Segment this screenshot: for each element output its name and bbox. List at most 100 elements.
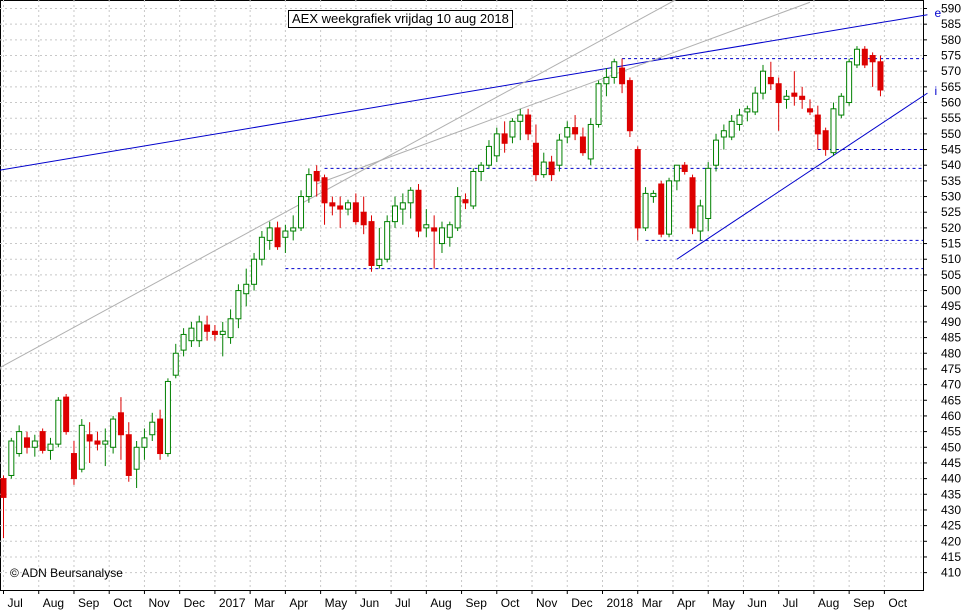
- chart-title: AEX weekgrafiek vrijdag 10 aug 2018: [288, 10, 513, 28]
- candle: [744, 105, 751, 122]
- y-tick-label: 590: [941, 2, 961, 16]
- x-tick-label: Dec: [571, 596, 592, 610]
- candle: [219, 321, 226, 357]
- candle-body: [619, 67, 626, 85]
- candle-body: [321, 177, 328, 204]
- candle-body: [509, 120, 516, 138]
- candle: [438, 221, 445, 253]
- candle-body: [525, 114, 532, 135]
- candle: [70, 441, 77, 485]
- candle-body: [830, 108, 837, 154]
- candle: [720, 124, 727, 150]
- candle-body: [470, 170, 477, 207]
- candle: [619, 58, 626, 94]
- candle-body: [196, 321, 203, 342]
- candle: [204, 315, 211, 341]
- y-tick-label: 430: [941, 503, 961, 517]
- candle-body: [188, 327, 195, 342]
- candle: [384, 215, 391, 263]
- y-tick-label: 455: [941, 425, 961, 439]
- candle-body: [642, 192, 649, 229]
- x-tick-label: Apr: [289, 596, 308, 610]
- candle: [235, 284, 242, 329]
- candle: [634, 146, 641, 241]
- candle-body: [478, 164, 485, 172]
- y-tick-label: 525: [941, 205, 961, 219]
- candle: [853, 46, 860, 69]
- candle-body: [579, 136, 586, 154]
- candle: [172, 343, 179, 379]
- x-tick-label: Aug: [43, 596, 64, 610]
- candle: [164, 378, 171, 457]
- candle: [673, 164, 680, 191]
- candle: [540, 152, 547, 178]
- candle-body: [180, 333, 187, 351]
- y-tick-label: 585: [941, 17, 961, 31]
- candle-body: [846, 61, 853, 104]
- candle-body: [345, 202, 352, 210]
- candle: [274, 221, 281, 250]
- candle: [423, 209, 430, 238]
- candle-body: [266, 227, 273, 241]
- candle-body: [462, 199, 469, 204]
- candle: [478, 162, 485, 181]
- candle: [799, 86, 806, 109]
- candle: [415, 184, 422, 238]
- candle: [728, 115, 735, 141]
- candle-body: [493, 133, 500, 157]
- y-tick-label: 410: [941, 566, 961, 580]
- candle: [329, 196, 336, 216]
- candle: [626, 77, 633, 138]
- y-tick-label: 420: [941, 534, 961, 548]
- trendline: [0, 0, 677, 369]
- candle-body: [78, 424, 85, 470]
- candle: [337, 196, 344, 228]
- candle: [196, 315, 203, 347]
- candle: [227, 309, 234, 344]
- candle-body: [63, 396, 70, 433]
- y-tick-label: 470: [941, 378, 961, 392]
- trendline: [0, 14, 928, 171]
- candle: [846, 58, 853, 106]
- candle: [321, 174, 328, 225]
- y-tick-label: 560: [941, 96, 961, 110]
- candle-body: [760, 70, 767, 94]
- candle: [869, 52, 876, 87]
- candle: [814, 105, 821, 150]
- candle-body: [352, 202, 359, 223]
- y-tick-label: 505: [941, 268, 961, 282]
- candle-body: [157, 418, 164, 455]
- candle: [501, 121, 508, 153]
- candle: [564, 121, 571, 144]
- candle-body: [532, 142, 539, 176]
- candle-body: [501, 133, 508, 144]
- candle-body: [626, 80, 633, 132]
- candle-body: [47, 443, 54, 451]
- candle-body: [548, 161, 555, 176]
- candle: [8, 437, 15, 479]
- candle: [0, 475, 7, 539]
- candle: [760, 64, 767, 100]
- candle: [462, 193, 469, 210]
- candle-body: [861, 48, 868, 66]
- candle: [611, 58, 618, 84]
- candle-body: [0, 478, 7, 498]
- candle-body: [227, 318, 234, 339]
- x-tick-label: Jul: [783, 596, 798, 610]
- candle-body: [673, 164, 680, 182]
- candle-body: [752, 92, 759, 113]
- candle: [689, 174, 696, 235]
- candle-body: [611, 61, 618, 78]
- candle-body: [877, 61, 884, 91]
- candle-body: [775, 83, 782, 104]
- candle: [666, 177, 673, 238]
- candle: [39, 428, 46, 454]
- candle-body: [744, 108, 751, 113]
- candle: [556, 133, 563, 172]
- candle: [603, 68, 610, 97]
- x-tick-label: Apr: [677, 596, 696, 610]
- candle: [548, 155, 555, 181]
- candle: [681, 162, 688, 175]
